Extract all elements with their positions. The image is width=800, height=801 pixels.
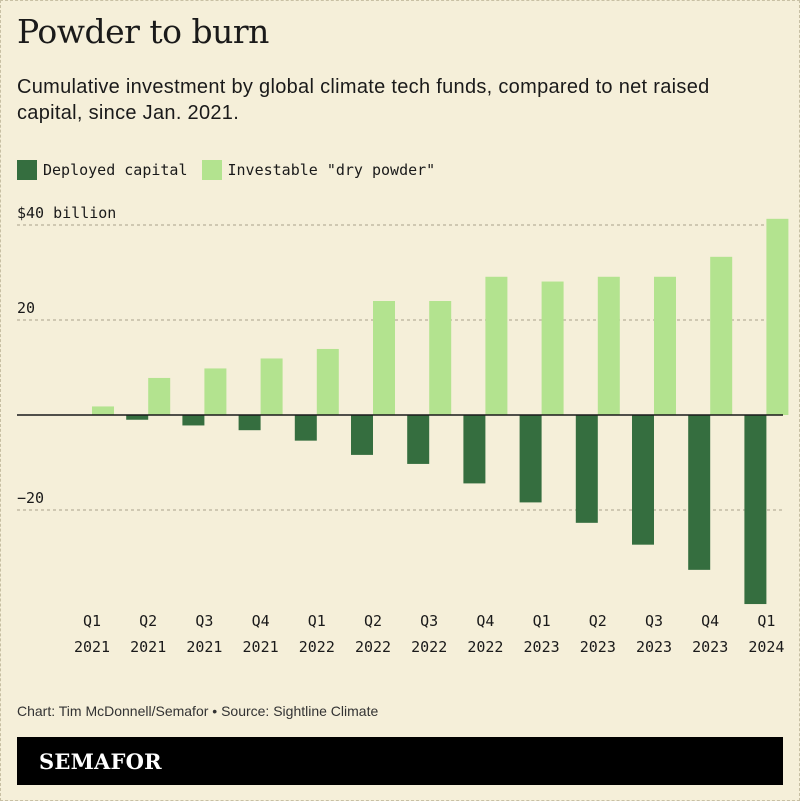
bar-dry-powder: [204, 368, 227, 415]
x-tick-label-year: 2021: [74, 638, 110, 656]
bar-deployed: [294, 415, 317, 441]
chart-credit: Chart: Tim McDonnell/Semafor • Source: S…: [17, 703, 379, 719]
bar-dry-powder: [92, 406, 114, 415]
legend-swatch-deployed: [17, 160, 37, 180]
x-tick-label-quarter: Q4: [476, 612, 494, 630]
chart-subtitle: Cumulative investment by global climate …: [17, 76, 710, 124]
x-tick-label-year: 2022: [411, 638, 447, 656]
x-tick-label-year: 2022: [355, 638, 391, 656]
bar-deployed: [688, 415, 711, 570]
x-tick-label-year: 2024: [748, 638, 784, 656]
legend: Deployed capital Investable "dry powder": [17, 160, 449, 180]
bar-dry-powder: [316, 348, 339, 415]
bar-dry-powder: [766, 218, 789, 415]
bar-deployed: [744, 415, 767, 605]
bar-dry-powder: [485, 276, 508, 415]
x-tick-label-quarter: Q2: [139, 612, 157, 630]
x-tick-label-quarter: Q1: [83, 612, 101, 630]
x-tick-label-year: 2021: [130, 638, 166, 656]
x-tick-label-year: 2023: [524, 638, 560, 656]
x-tick-label-year: 2022: [299, 638, 335, 656]
chart-title: Powder to burn: [17, 12, 269, 51]
x-tick-label-year: 2022: [467, 638, 503, 656]
x-tick-label-quarter: Q1: [308, 612, 326, 630]
bar-deployed: [351, 415, 373, 455]
bar-dry-powder: [541, 281, 564, 415]
bar-deployed: [632, 415, 654, 545]
x-tick-label-quarter: Q3: [195, 612, 213, 630]
bar-deployed: [182, 415, 205, 426]
y-tick-label: $40 billion: [17, 204, 116, 222]
x-tick-label-year: 2023: [580, 638, 616, 656]
bar-deployed: [575, 415, 598, 523]
bar-deployed: [519, 415, 542, 503]
legend-item-deployed: Deployed capital: [17, 160, 188, 180]
bar-deployed: [126, 415, 149, 420]
x-tick-label-quarter: Q1: [533, 612, 551, 630]
x-tick-label-year: 2021: [243, 638, 279, 656]
x-tick-label-year: 2021: [186, 638, 222, 656]
x-tick-label-year: 2023: [692, 638, 728, 656]
legend-item-dry-powder: Investable "dry powder": [201, 160, 436, 180]
legend-label-dry-powder: Investable "dry powder": [227, 161, 436, 179]
x-tick-label-quarter: Q1: [757, 612, 775, 630]
x-tick-label-year: 2023: [636, 638, 672, 656]
bar-dry-powder: [373, 301, 395, 415]
y-tick-label: −20: [17, 489, 44, 507]
bar-dry-powder: [429, 301, 452, 415]
x-tick-label-quarter: Q2: [589, 612, 607, 630]
bar-deployed: [407, 415, 430, 464]
brand-logo: SEMAFOR: [39, 748, 162, 774]
x-tick-label-quarter: Q4: [252, 612, 270, 630]
legend-label-deployed: Deployed capital: [43, 161, 188, 179]
bar-deployed: [238, 415, 261, 431]
bar-deployed: [463, 415, 486, 484]
x-tick-label-quarter: Q2: [364, 612, 382, 630]
bar-dry-powder: [710, 256, 733, 415]
bar-dry-powder: [654, 276, 676, 415]
bar-dry-powder: [260, 358, 283, 415]
brand-bar: SEMAFOR: [17, 737, 783, 785]
bar-chart: $40 billion 20 −20 Q1 2021 Q2 2021 Q3 2021 Q4 2021…: [17, 204, 789, 656]
legend-swatch-dry-powder: [201, 160, 222, 180]
y-tick-label: 20: [17, 299, 35, 317]
bar-dry-powder: [148, 377, 171, 415]
bar-dry-powder: [597, 276, 620, 415]
x-tick-label-quarter: Q4: [701, 612, 719, 630]
x-tick-label-quarter: Q3: [420, 612, 438, 630]
x-tick-label-quarter: Q3: [645, 612, 663, 630]
